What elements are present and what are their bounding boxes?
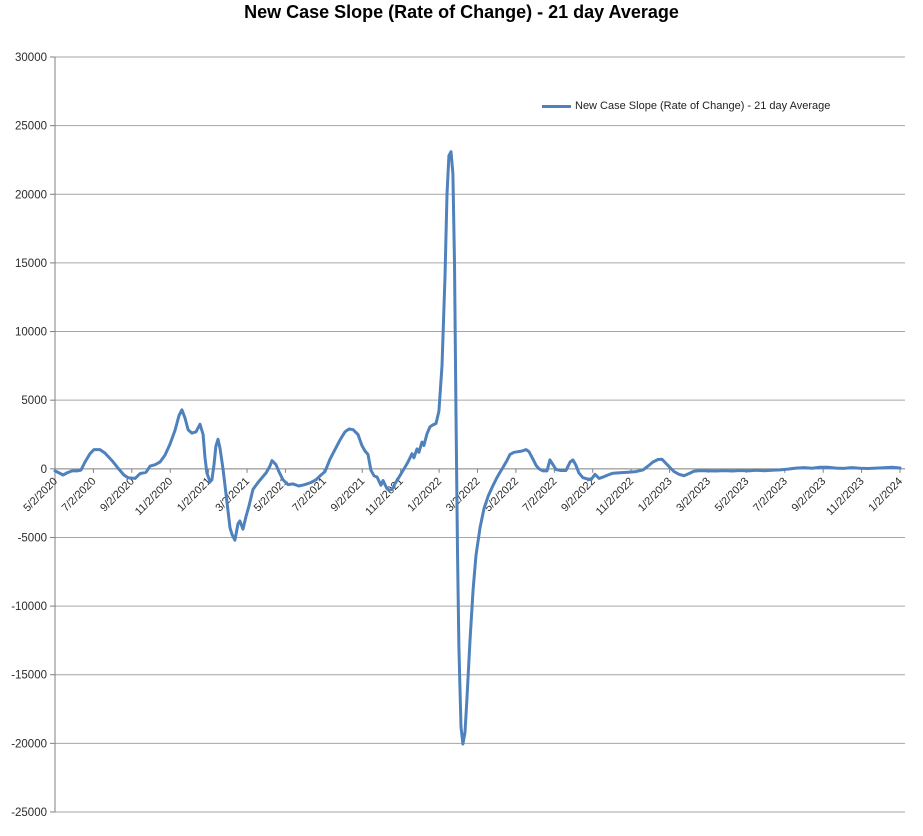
x-tick-label: 7/2/2020: [60, 475, 99, 514]
series-line: [53, 150, 902, 746]
x-tick-label: 7/2/2023: [751, 475, 790, 514]
y-tick-label: 30000: [15, 52, 47, 64]
x-tick-label: 1/2/2022: [405, 475, 444, 514]
y-tick-label: -25000: [11, 807, 47, 819]
axes: [50, 56, 905, 813]
x-tick-label: 3/2/2022: [444, 475, 483, 514]
x-tick-label: 3/2/2021: [213, 475, 252, 514]
x-tick-label: 5/2/2020: [21, 475, 60, 514]
x-tick-label: 1/2/2024: [866, 475, 905, 514]
y-tick-label: -20000: [11, 738, 47, 750]
y-tick-label: 15000: [15, 258, 47, 270]
y-tick-label: 5000: [21, 395, 47, 407]
x-tick-label: 11/2/2022: [594, 475, 637, 518]
y-tick-label: -5000: [18, 532, 47, 544]
x-tick-label: 1/2/2021: [175, 475, 214, 514]
y-axis-labels: 30000 25000 20000 15000 10000 5000 0 -5000 -1000…: [11, 52, 47, 819]
x-tick-label: 11/2/2020: [133, 475, 176, 518]
x-tick-label: 11/2/2023: [824, 475, 867, 518]
legend-line-swatch: [542, 104, 571, 108]
x-tick-label: 9/2/2020: [98, 475, 137, 514]
y-tick-label: -15000: [11, 670, 47, 682]
x-tick-label: 1/2/2023: [636, 475, 675, 514]
legend[interactable]: New Case Slope (Rate of Change) - 21 day…: [542, 99, 830, 113]
y-tick-label: 0: [41, 464, 47, 476]
x-tick-label: 9/2/2021: [329, 475, 368, 514]
x-tick-label: 9/2/2022: [559, 475, 598, 514]
legend-label: New Case Slope (Rate of Change) - 21 day…: [575, 100, 831, 112]
y-tick-label: -10000: [11, 601, 47, 613]
chart-title: New Case Slope (Rate of Change) - 21 day…: [244, 2, 679, 22]
x-tick-label: 3/2/2023: [674, 475, 713, 514]
y-tick-label: 25000: [15, 121, 47, 133]
x-tick-label: 9/2/2023: [790, 475, 829, 514]
y-tick-label: 10000: [15, 327, 47, 339]
x-tick-label: 7/2/2021: [290, 475, 329, 514]
gridlines: [55, 56, 905, 813]
y-tick-label: 20000: [15, 189, 47, 201]
x-tick-label: 7/2/2022: [521, 475, 560, 514]
x-tick-label: 5/2/2023: [713, 475, 752, 514]
